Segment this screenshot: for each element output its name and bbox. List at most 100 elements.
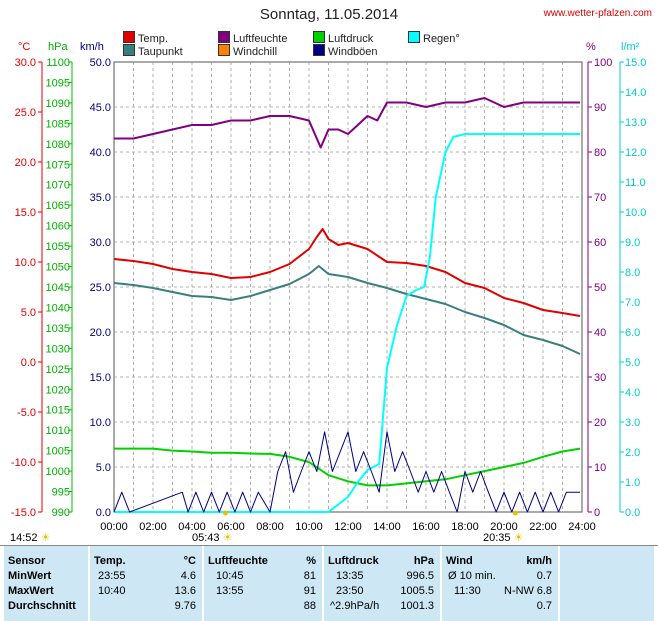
tick-label-time: 16:00 bbox=[412, 521, 440, 533]
series-line-2 bbox=[114, 97, 580, 149]
tick-label-hpa: 1050 bbox=[46, 262, 70, 274]
tick-label-kmh: 5.0 bbox=[96, 462, 111, 474]
tick-label-hpa: 1005 bbox=[46, 446, 70, 458]
tick-label-percent: 70 bbox=[594, 192, 606, 204]
legend-swatch bbox=[218, 31, 230, 43]
tick-label-lm2: 13.0 bbox=[625, 117, 646, 129]
sun-icon: ☀ bbox=[40, 532, 51, 544]
tick-label-celsius: 25.0 bbox=[15, 107, 36, 119]
stats-time: Ø 10 min. bbox=[448, 570, 496, 582]
stats-wind-header: Wind bbox=[446, 555, 473, 567]
tick-label-celsius: 15.0 bbox=[15, 207, 36, 219]
sunrise-label: 05:43 ☀ bbox=[192, 531, 232, 544]
stats-row-label: MaxWert bbox=[8, 585, 54, 597]
sunset-value: 20:35 bbox=[483, 532, 511, 544]
tick-label-kmh: 30.0 bbox=[90, 237, 111, 249]
legend-humidity: Luftfeuchte bbox=[218, 31, 287, 45]
tick-label-celsius: 5.0 bbox=[21, 307, 36, 319]
tick-label-kmh: 35.0 bbox=[90, 192, 111, 204]
sun-marker bbox=[222, 510, 228, 516]
stats-value: 13.6 bbox=[174, 585, 196, 597]
legend-label: Luftfeuchte bbox=[233, 33, 288, 45]
tick-label-time: 04:00 bbox=[178, 521, 206, 533]
stats-value: 0.7 bbox=[536, 600, 552, 612]
stats-temp-header: Temp. bbox=[94, 555, 126, 567]
legend-gusts: Windböen bbox=[313, 44, 378, 58]
stats-direction: N-NW bbox=[504, 585, 534, 597]
sunset-label: 20:35 ☀ bbox=[483, 531, 523, 544]
tick-label-lm2: 3.0 bbox=[625, 417, 640, 429]
stats-sensor-header: Sensor bbox=[8, 555, 46, 567]
stats-time: 13:35 bbox=[336, 570, 364, 582]
tick-label-lm2: 5.0 bbox=[625, 357, 640, 369]
daylength-value: 14:52 bbox=[10, 532, 38, 544]
tick-label-kmh: 10.0 bbox=[90, 417, 111, 429]
stats-time: 23:55 bbox=[98, 570, 126, 582]
stats-pressure-unit: hPa bbox=[413, 555, 434, 567]
tick-label-percent: 80 bbox=[594, 147, 606, 159]
tick-label-kmh: 15.0 bbox=[90, 372, 111, 384]
unit-percent: % bbox=[586, 41, 596, 53]
tick-label-percent: 60 bbox=[594, 237, 606, 249]
tick-label-lm2: 9.0 bbox=[625, 237, 640, 249]
legend-label: Regen° bbox=[423, 33, 460, 45]
site-link[interactable]: www.wetter-pfalzen.com bbox=[543, 8, 652, 19]
tick-label-lm2: 12.0 bbox=[625, 147, 646, 159]
tick-label-hpa: 1010 bbox=[46, 425, 70, 437]
stats-value: 996.5 bbox=[406, 570, 434, 582]
unit-hpa: hPa bbox=[48, 41, 68, 53]
tick-label-celsius: 10.0 bbox=[15, 257, 36, 269]
tick-label-percent: 20 bbox=[594, 417, 606, 429]
tick-label-kmh: 20.0 bbox=[90, 327, 111, 339]
sunrise-value: 05:43 bbox=[192, 532, 220, 544]
legend-swatch bbox=[123, 31, 135, 43]
stats-wind-unit: km/h bbox=[526, 555, 552, 567]
legend-label: Windböen bbox=[328, 46, 378, 58]
tick-label-celsius: -10.0 bbox=[11, 457, 36, 469]
legend-label: Taupunkt bbox=[138, 46, 183, 58]
legend-swatch bbox=[408, 31, 420, 43]
tick-label-hpa: 1055 bbox=[46, 241, 70, 253]
stats-value: 9.76 bbox=[174, 600, 196, 612]
tick-label-hpa: 1025 bbox=[46, 364, 70, 376]
series-line-4 bbox=[114, 133, 580, 513]
tick-label-lm2: 2.0 bbox=[625, 447, 640, 459]
tick-label-hpa: 1045 bbox=[46, 282, 70, 294]
stats-humidity-col: Luftfeuchte% 10:45 81 13:55 91 88 bbox=[204, 546, 322, 621]
daylength-label: 14:52 ☀ bbox=[10, 531, 50, 544]
stats-time: 10:45 bbox=[216, 570, 244, 582]
legend-label: Luftdruck bbox=[328, 33, 374, 45]
series-line-3 bbox=[114, 447, 581, 487]
series-line-5 bbox=[113, 431, 580, 513]
legend-dewpoint: Taupunkt bbox=[123, 44, 183, 58]
tick-label-hpa: 990 bbox=[52, 507, 70, 519]
unit-lm2: l/m² bbox=[621, 41, 640, 53]
sunset-icon: ☀ bbox=[513, 532, 524, 544]
legend-rain: Regen° bbox=[408, 31, 460, 45]
tick-label-celsius: 0.0 bbox=[21, 357, 36, 369]
legend-label: Windchill bbox=[233, 46, 278, 58]
stats-humidity-header: Luftfeuchte bbox=[208, 555, 268, 567]
unit-kmh: km/h bbox=[80, 41, 104, 53]
tick-label-hpa: 1060 bbox=[46, 221, 70, 233]
tick-label-hpa: 1015 bbox=[46, 405, 70, 417]
tick-label-lm2: 6.0 bbox=[625, 327, 640, 339]
legend-windchill: Windchill bbox=[218, 44, 277, 58]
stats-empty-col bbox=[560, 546, 654, 621]
stats-value: 91 bbox=[303, 585, 316, 597]
tick-label-time: 02:00 bbox=[139, 521, 167, 533]
legend-swatch bbox=[313, 31, 325, 43]
tick-label-time: 00:00 bbox=[100, 521, 128, 533]
stats-time: 10:40 bbox=[98, 585, 126, 597]
stats-temp-col: Temp. °C 23:55 4.6 10:40 13.6 9.76 bbox=[90, 546, 202, 621]
tick-label-lm2: 10.0 bbox=[625, 207, 646, 219]
tick-label-lm2: 0.0 bbox=[625, 507, 640, 519]
chart-title: Sonntag, 11.05.2014 bbox=[259, 6, 399, 23]
stats-table: Sensor MinWert MaxWert Durchschnitt Temp… bbox=[0, 545, 658, 621]
tick-label-celsius: -5.0 bbox=[17, 407, 36, 419]
tick-label-kmh: 40.0 bbox=[90, 147, 111, 159]
tick-label-percent: 90 bbox=[594, 102, 606, 114]
tick-label-lm2: 4.0 bbox=[625, 387, 640, 399]
stats-wind-col: Wind km/h Ø 10 min. 0.7 11:30 N-NW 6.8 0.7 bbox=[442, 546, 558, 621]
tick-label-kmh: 0.0 bbox=[96, 507, 111, 519]
